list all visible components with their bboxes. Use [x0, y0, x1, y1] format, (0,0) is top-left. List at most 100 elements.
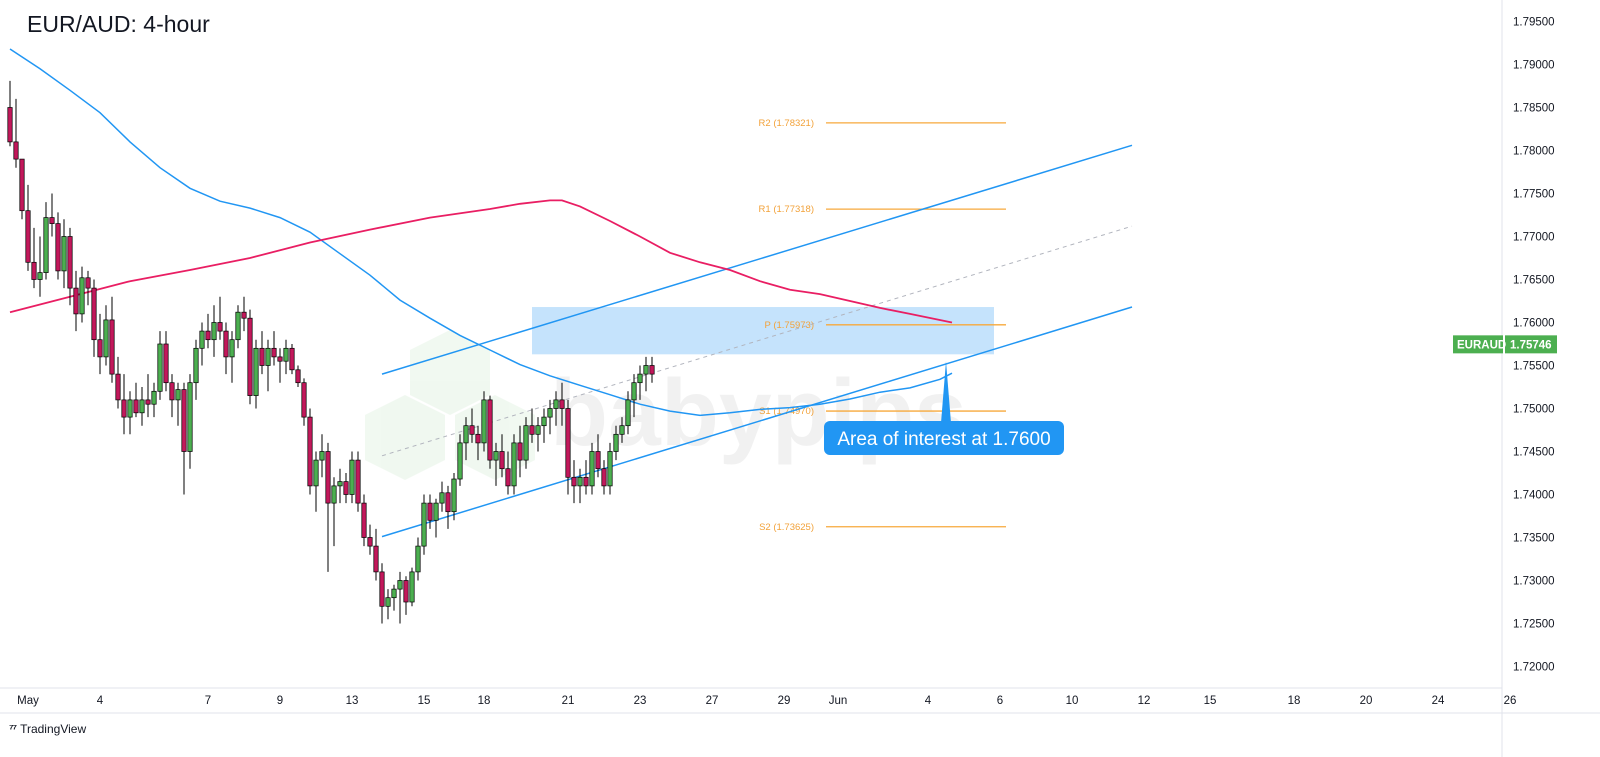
- pivot-label: S2 (1.73625): [759, 522, 814, 533]
- x-tick-label: 21: [562, 695, 575, 707]
- pivot-levels: R2 (1.78321) R1 (1.77318) P (1.75973) S1 (1…: [759, 118, 1006, 533]
- candle-body: [505, 468, 511, 487]
- candle-body: [499, 451, 505, 470]
- price-badge-price-bg: [1505, 335, 1557, 354]
- candle-body: [457, 442, 463, 480]
- pivot-label: R2 (1.78321): [759, 118, 814, 129]
- candle-body: [259, 347, 265, 366]
- candle-body: [541, 416, 547, 427]
- candle-body: [625, 399, 631, 427]
- candle-body: [151, 390, 157, 405]
- candle-body: [43, 217, 49, 273]
- candle-body: [589, 451, 595, 487]
- x-tick-label: 9: [277, 695, 283, 707]
- candle-body: [487, 399, 493, 461]
- x-tick-label: 23: [634, 695, 647, 707]
- candle-body: [127, 399, 133, 418]
- candle-body: [319, 451, 325, 461]
- candle-body: [421, 502, 427, 547]
- candle-body: [553, 399, 559, 409]
- candle-body: [325, 451, 331, 504]
- candle-body: [451, 478, 457, 513]
- candle-body: [139, 399, 145, 414]
- candle-body: [145, 399, 151, 405]
- candle-body: [427, 502, 433, 521]
- candle-body: [79, 277, 85, 315]
- x-tick-label: 12: [1138, 695, 1151, 707]
- x-tick-label: May: [17, 695, 39, 707]
- tradingview-brand: TradingView: [20, 722, 87, 736]
- candle-body: [403, 580, 409, 603]
- candle-body: [31, 261, 37, 280]
- candle-body: [493, 451, 499, 461]
- candle-body: [205, 330, 211, 341]
- candle-body: [121, 399, 127, 418]
- candle-body: [187, 382, 193, 452]
- y-tick-label: 1.73500: [1513, 533, 1555, 545]
- ma-fast-line: [9, 48, 953, 417]
- candle-body: [409, 571, 415, 603]
- candle-body: [19, 158, 25, 212]
- x-tick-label: 24: [1432, 695, 1445, 707]
- candle-body: [37, 272, 43, 280]
- candle-body: [163, 343, 169, 384]
- candle-body: [265, 347, 271, 366]
- candle-body: [361, 502, 367, 538]
- y-tick-label: 1.72000: [1513, 662, 1555, 674]
- candle-body: [415, 545, 421, 573]
- pivot-label: S1 (1.74970): [759, 406, 814, 417]
- candle-body: [103, 319, 109, 358]
- callout-box: [824, 421, 1064, 455]
- candle-body: [85, 277, 91, 289]
- tradingview-logo: ⁷⁷ TradingView: [9, 722, 86, 736]
- candle-body: [577, 476, 583, 487]
- x-tick-label: 10: [1066, 695, 1079, 707]
- candle-body: [445, 492, 451, 513]
- callout-text: Area of interest at 1.7600: [837, 429, 1050, 450]
- y-tick-label: 1.76500: [1513, 275, 1555, 287]
- candle-body: [247, 317, 253, 396]
- x-tick-label: 4: [97, 695, 104, 707]
- candle-body: [571, 476, 577, 487]
- chart-title: EUR/AUD: 4-hour: [27, 11, 210, 37]
- candle-body: [55, 223, 61, 272]
- candle-body: [97, 339, 103, 358]
- candle-body: [337, 481, 343, 487]
- x-tick-label: 13: [346, 695, 359, 707]
- candlesticks: [7, 80, 655, 624]
- candle-body: [547, 408, 553, 418]
- candle-body: [511, 442, 517, 487]
- candle-body: [169, 382, 175, 401]
- x-tick-label: Jun: [829, 695, 848, 707]
- price-badge-price: 1.75746: [1510, 339, 1552, 351]
- candle-body: [559, 399, 565, 409]
- candle-body: [391, 588, 397, 599]
- candle-body: [211, 322, 217, 341]
- price-badge-symbol-bg: [1453, 335, 1503, 354]
- candle-body: [637, 373, 643, 384]
- candle-body: [157, 343, 163, 392]
- tradingview-mark-icon: ⁷⁷: [9, 723, 17, 735]
- candle-body: [379, 571, 385, 607]
- candle-body: [607, 451, 613, 487]
- x-tick-label: 15: [1204, 695, 1217, 707]
- candle-body: [331, 485, 337, 504]
- x-tick-label: 18: [478, 695, 491, 707]
- y-tick-label: 1.75000: [1513, 404, 1555, 416]
- candle-body: [229, 339, 235, 358]
- candle-body: [283, 347, 289, 362]
- candle-body: [115, 373, 121, 401]
- y-tick-label: 1.74500: [1513, 447, 1555, 459]
- candle-body: [295, 369, 301, 384]
- candle-body: [241, 311, 247, 319]
- candle-body: [643, 365, 649, 375]
- channel-lower-line: [381, 306, 1133, 538]
- candle-body: [67, 236, 73, 289]
- y-tick-label: 1.78500: [1513, 103, 1555, 115]
- price-badge: EURAUD 1.75746: [1453, 335, 1557, 354]
- ascending-channel: [381, 144, 1133, 538]
- y-tick-label: 1.75500: [1513, 361, 1555, 373]
- candle-body: [595, 451, 601, 470]
